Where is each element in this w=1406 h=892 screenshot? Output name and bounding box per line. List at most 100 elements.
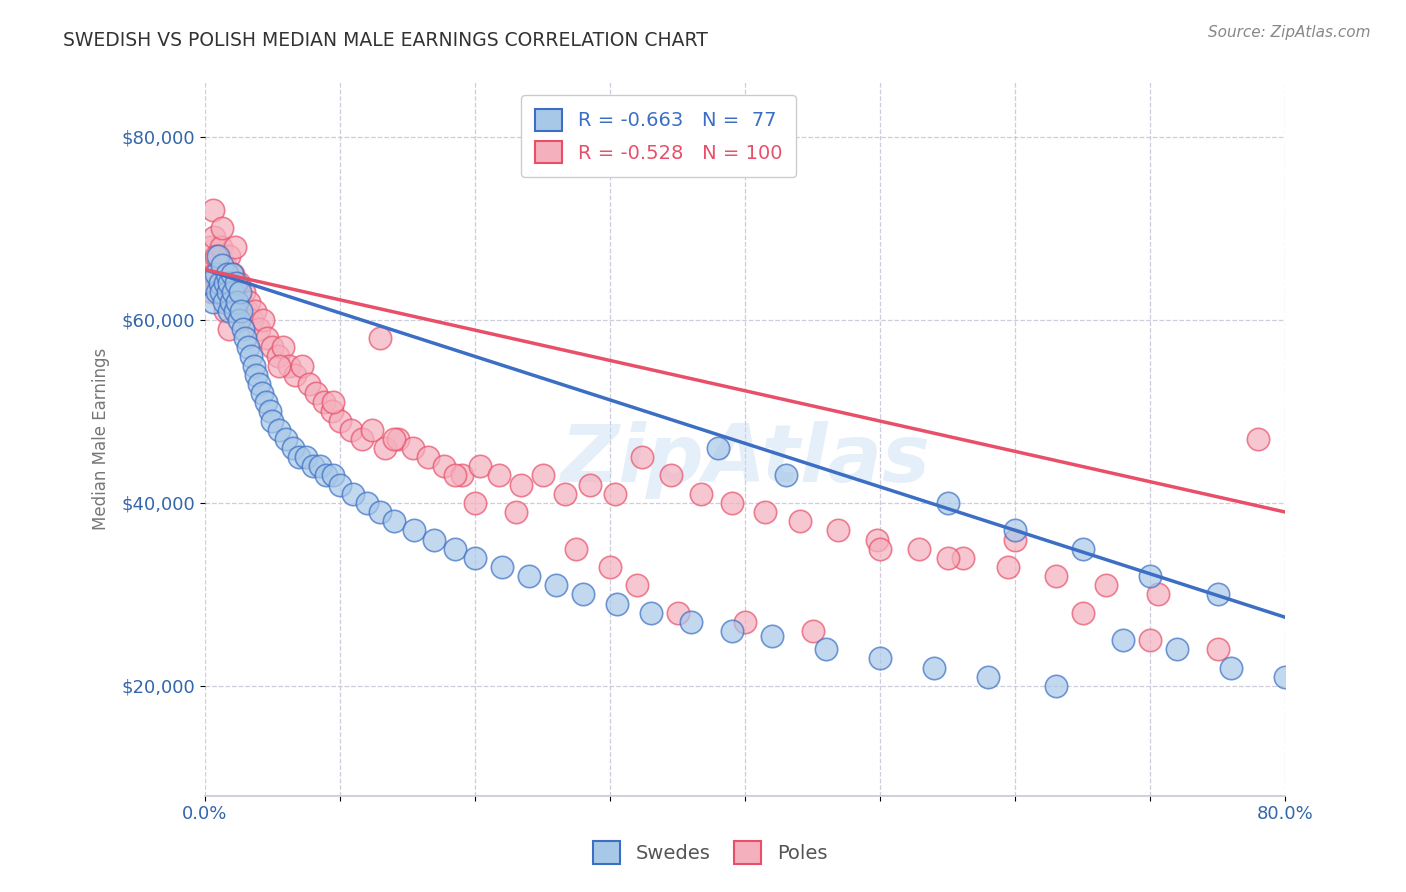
Point — [224, 239, 246, 253]
Point — [200, 239, 222, 253]
Point — [308, 459, 330, 474]
Point — [271, 340, 294, 354]
Point — [720, 496, 742, 510]
Point — [252, 313, 274, 327]
Point — [312, 395, 335, 409]
Point — [240, 313, 263, 327]
Point — [238, 294, 260, 309]
Point — [382, 432, 405, 446]
Point — [1045, 569, 1067, 583]
Point — [284, 368, 307, 382]
Point — [866, 533, 889, 547]
Point — [315, 468, 337, 483]
Point — [1094, 578, 1116, 592]
Point — [531, 468, 554, 483]
Point — [606, 597, 628, 611]
Point — [505, 505, 527, 519]
Point — [666, 606, 689, 620]
Point — [201, 285, 224, 300]
Point — [1139, 569, 1161, 583]
Point — [464, 550, 486, 565]
Point — [208, 277, 231, 291]
Point — [1220, 660, 1243, 674]
Point — [236, 340, 259, 354]
Point — [1004, 533, 1026, 547]
Point — [214, 303, 236, 318]
Point — [605, 487, 627, 501]
Point — [232, 322, 254, 336]
Point — [235, 331, 257, 345]
Point — [245, 368, 267, 382]
Point — [1139, 633, 1161, 648]
Point — [219, 277, 242, 291]
Point — [197, 277, 219, 291]
Point — [361, 423, 384, 437]
Point — [218, 277, 240, 291]
Point — [659, 468, 682, 483]
Point — [233, 285, 256, 300]
Point — [322, 395, 344, 409]
Point — [997, 560, 1019, 574]
Point — [217, 267, 239, 281]
Point — [225, 285, 247, 300]
Point — [510, 477, 533, 491]
Point — [204, 249, 226, 263]
Point — [269, 423, 291, 437]
Point — [761, 629, 783, 643]
Point — [295, 450, 318, 464]
Point — [259, 404, 281, 418]
Point — [207, 249, 229, 263]
Point — [1004, 524, 1026, 538]
Point — [402, 441, 425, 455]
Point — [208, 267, 231, 281]
Point — [370, 331, 392, 345]
Point — [209, 285, 232, 300]
Point — [207, 249, 229, 263]
Point — [1112, 633, 1135, 648]
Point — [267, 350, 290, 364]
Point — [936, 496, 959, 510]
Point — [404, 524, 426, 538]
Point — [470, 459, 492, 474]
Point — [416, 450, 439, 464]
Point — [1071, 541, 1094, 556]
Point — [640, 606, 662, 620]
Point — [250, 386, 273, 401]
Text: Source: ZipAtlas.com: Source: ZipAtlas.com — [1208, 25, 1371, 40]
Point — [269, 359, 291, 373]
Point — [202, 294, 225, 309]
Point — [443, 468, 465, 483]
Point — [329, 477, 352, 491]
Point — [281, 441, 304, 455]
Point — [194, 267, 217, 281]
Point — [214, 258, 236, 272]
Point — [274, 432, 297, 446]
Point — [1147, 587, 1170, 601]
Point — [218, 322, 240, 336]
Point — [211, 221, 233, 235]
Point — [221, 285, 243, 300]
Point — [775, 468, 797, 483]
Point — [977, 670, 1000, 684]
Legend: Swedes, Poles: Swedes, Poles — [585, 833, 835, 871]
Legend: R = -0.663   N =  77, R = -0.528   N = 100: R = -0.663 N = 77, R = -0.528 N = 100 — [522, 95, 796, 177]
Point — [387, 432, 409, 446]
Point — [491, 560, 513, 574]
Point — [1247, 432, 1270, 446]
Point — [215, 285, 238, 300]
Point — [1206, 587, 1229, 601]
Point — [554, 487, 576, 501]
Point — [222, 267, 245, 281]
Point — [631, 450, 654, 464]
Y-axis label: Median Male Earnings: Median Male Earnings — [93, 348, 110, 530]
Point — [599, 560, 621, 574]
Point — [228, 277, 250, 291]
Text: ZipAtlas: ZipAtlas — [560, 421, 929, 500]
Point — [239, 350, 262, 364]
Point — [681, 615, 703, 629]
Point — [198, 277, 221, 291]
Point — [373, 441, 395, 455]
Point — [689, 487, 711, 501]
Point — [247, 322, 270, 336]
Point — [329, 413, 352, 427]
